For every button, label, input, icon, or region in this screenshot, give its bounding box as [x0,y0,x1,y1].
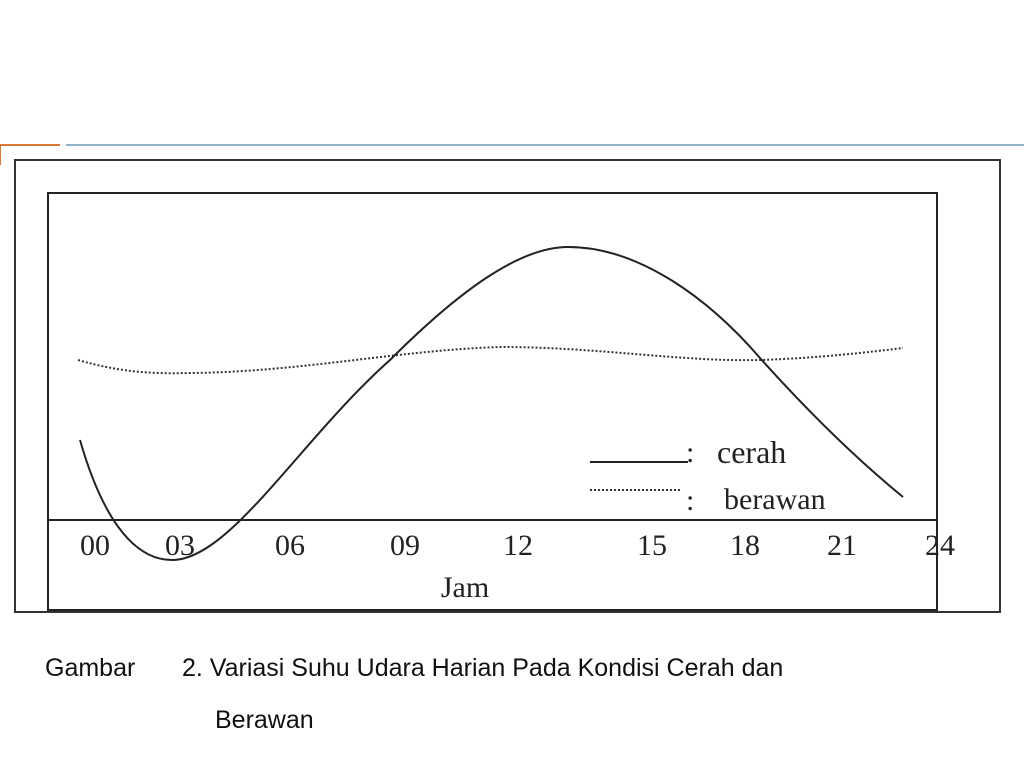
x-tick-label: 00 [80,529,110,562]
inner-frame [47,192,938,611]
caption-prefix: Gambar [45,654,135,682]
caption-continuation: Berawan [215,706,314,734]
x-tick-label: 24 [925,529,955,562]
x-axis-label: Jam [441,571,489,604]
caption-text: 2. Variasi Suhu Udara Harian Pada Kondis… [182,654,783,682]
x-tick-label: 09 [390,529,420,562]
berawan-curve [77,345,904,375]
legend-label: cerah [717,434,786,470]
x-tick-label: 06 [275,529,305,562]
x-tick-label: 03 [165,529,195,562]
legend-separator: : [686,484,694,517]
legend-label: berawan [724,483,826,516]
x-tick-label: 18 [730,529,760,562]
x-tick-label: 21 [827,529,857,562]
x-tick-label: 12 [503,529,533,562]
x-tick-labels: 00 03 06 09 12 15 18 21 24 [80,529,955,562]
cerah-curve [79,245,904,562]
legend-separator: : [686,436,694,469]
outer-frame [14,159,1001,613]
x-tick-label: 15 [637,529,667,562]
